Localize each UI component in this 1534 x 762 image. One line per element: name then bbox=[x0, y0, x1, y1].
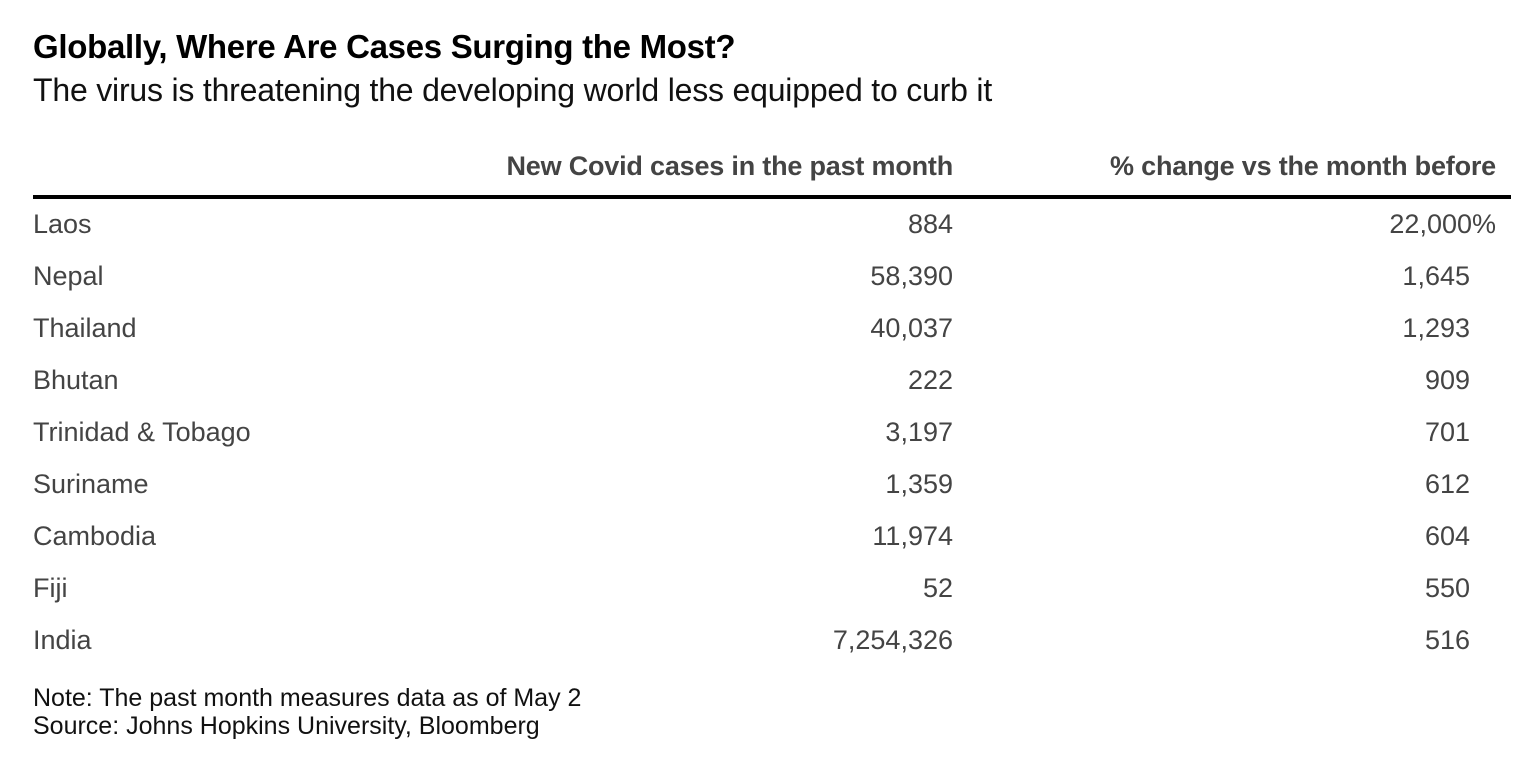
cases-cell: 7,254,326 bbox=[832, 625, 953, 655]
country-cell: Fiji bbox=[33, 573, 68, 603]
country-cell: Laos bbox=[33, 209, 92, 239]
table-row: Laos 884 22,000% bbox=[33, 199, 1511, 251]
country-cell: Thailand bbox=[33, 313, 137, 343]
table-row: India 7,254,326 516 bbox=[33, 615, 1511, 667]
change-cell: 550 bbox=[1424, 573, 1470, 603]
cases-cell: 884 bbox=[907, 209, 953, 239]
table-row: Thailand 40,037 1,293 bbox=[33, 303, 1511, 355]
footnotes: Note: The past month measures data as of… bbox=[33, 684, 581, 740]
country-cell: Suriname bbox=[33, 469, 149, 499]
source-text: Source: Johns Hopkins University, Bloomb… bbox=[33, 712, 540, 740]
country-cell: Trinidad & Tobago bbox=[33, 417, 251, 447]
change-cell: 22,000% bbox=[1389, 209, 1496, 239]
data-table: New Covid cases in the past month % chan… bbox=[33, 145, 1511, 667]
table-body: Laos 884 22,000% Nepal 58,390 1,645 Thailand 40… bbox=[33, 199, 1511, 667]
column-header-change: % change vs the month before bbox=[1110, 151, 1496, 181]
change-cell: 516 bbox=[1424, 625, 1470, 655]
table-row: Fiji 52 550 bbox=[33, 563, 1511, 615]
column-header-cases: New Covid cases in the past month bbox=[506, 151, 954, 181]
change-cell: 909 bbox=[1424, 365, 1470, 395]
table-row: Nepal 58,390 1,645 bbox=[33, 251, 1511, 303]
change-cell: 612 bbox=[1424, 469, 1470, 499]
chart-subtitle: The virus is threatening the developing … bbox=[33, 72, 993, 108]
cases-cell: 1,359 bbox=[885, 469, 953, 499]
table-row: Bhutan 222 909 bbox=[33, 355, 1511, 407]
table-header: New Covid cases in the past month % chan… bbox=[33, 145, 1511, 199]
cases-cell: 222 bbox=[907, 365, 953, 395]
change-cell: 1,293 bbox=[1402, 313, 1470, 343]
cases-cell: 11,974 bbox=[872, 521, 953, 551]
country-cell: Bhutan bbox=[33, 365, 119, 395]
cases-cell: 40,037 bbox=[870, 313, 953, 343]
change-cell: 701 bbox=[1424, 417, 1470, 447]
change-cell: 1,645 bbox=[1402, 261, 1470, 291]
country-cell: Nepal bbox=[33, 261, 104, 291]
change-cell: 604 bbox=[1424, 521, 1470, 551]
country-cell: Cambodia bbox=[33, 521, 157, 551]
country-cell: India bbox=[33, 625, 92, 655]
chart-title: Globally, Where Are Cases Surging the Mo… bbox=[33, 28, 736, 65]
cases-cell: 52 bbox=[922, 573, 953, 603]
cases-cell: 58,390 bbox=[870, 261, 953, 291]
table-row: Trinidad & Tobago 3,197 701 bbox=[33, 407, 1511, 459]
note-text: Note: The past month measures data as of… bbox=[33, 684, 582, 712]
cases-cell: 3,197 bbox=[885, 417, 953, 447]
table-row: Cambodia 11,974 604 bbox=[33, 511, 1511, 563]
table-row: Suriname 1,359 612 bbox=[33, 459, 1511, 511]
